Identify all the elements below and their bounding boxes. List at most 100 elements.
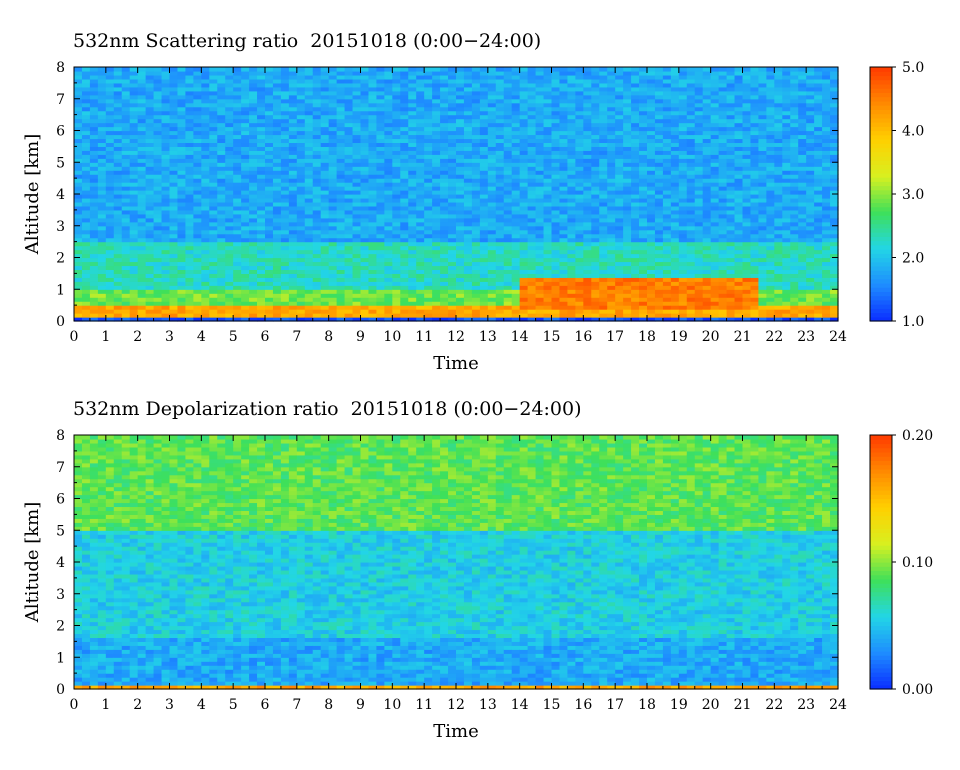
heatmap-cell [241,217,250,223]
heatmap-cell [145,78,155,84]
heatmap-cell [583,205,592,211]
heatmap-cell [352,74,362,80]
heatmap-cell [185,197,194,203]
heatmap-cell [185,74,194,80]
heatmap-cell [265,82,274,88]
heatmap-cell [312,317,322,322]
heatmap-cell [89,114,99,120]
heatmap-cell [265,249,274,255]
heatmap-cell [416,166,425,171]
heatmap-cell [567,237,576,243]
heatmap-cell [304,253,314,259]
heatmap-cell [288,301,298,306]
heatmap-cell [511,305,521,310]
heatmap-cell [74,158,83,163]
heatmap-cell [448,237,457,243]
heatmap-cell [320,114,330,120]
heatmap-cell [463,110,473,116]
heatmap-cell [129,289,139,294]
heatmap-cell [145,197,155,203]
heatmap-cell [503,130,513,136]
heatmap-cell [145,130,155,136]
heatmap-cell [631,289,640,294]
heatmap-cell [686,229,696,235]
heatmap-cell [265,241,274,247]
heatmap-cell [352,122,362,128]
heatmap-cell [344,285,354,290]
heatmap-cell [503,146,513,151]
heatmap-cell [336,273,346,278]
heatmap-cell [495,150,505,155]
heatmap-cell [583,201,592,207]
heatmap-cell [471,241,481,247]
heatmap-cell [591,106,600,112]
heatmap-cell [591,90,600,96]
heatmap-cell [647,106,656,112]
heatmap-cell [265,197,274,203]
heatmap-cell [257,102,266,108]
heatmap-cell [288,67,298,72]
heatmap-cell [519,225,529,231]
heatmap-cell [185,205,194,211]
heatmap-cell [408,78,417,84]
heatmap-cell [686,122,696,128]
heatmap-cell [400,102,409,108]
heatmap-cell [312,158,322,163]
heatmap-cell [670,146,680,151]
heatmap-cell [288,245,298,251]
heatmap-cell [113,190,123,195]
heatmap-cell [670,138,680,144]
heatmap-cell [662,98,672,104]
heatmap-cell [559,186,569,191]
heatmap-cell [272,106,282,112]
heatmap-cell [686,277,696,282]
heatmap-cell [304,237,314,243]
heatmap-cell [161,289,171,294]
heatmap-cell [440,201,449,207]
heatmap-cell [511,221,521,227]
heatmap-cell [670,261,680,267]
heatmap-cell [217,289,226,294]
heatmap-cell [272,257,282,263]
heatmap-cell [81,134,91,140]
heatmap-cell [654,98,664,104]
heatmap-cell [169,74,179,80]
heatmap-cell [416,269,425,274]
heatmap-cell [527,249,537,255]
heatmap-cell [511,67,521,72]
heatmap-cell [368,118,378,124]
heatmap-cell [185,249,194,255]
heatmap-cell [631,257,640,263]
heatmap-cell [169,317,179,322]
heatmap-cell [177,273,187,278]
heatmap-cell [145,201,155,207]
heatmap-cell [583,114,592,120]
heatmap-cell [607,317,616,322]
heatmap-cell [209,82,218,88]
heatmap-cell [551,277,561,282]
heatmap-cell [686,297,696,302]
heatmap-cell [670,174,680,179]
heatmap-cell [408,221,417,227]
heatmap-cell [328,293,338,298]
heatmap-cell [368,245,378,251]
heatmap-cell [320,158,330,163]
heatmap-cell [153,67,163,72]
heatmap-cell [169,297,179,302]
heatmap-cell [599,289,608,294]
heatmap-cell [424,78,433,84]
heatmap-cell [615,74,624,80]
heatmap-cell [296,205,306,211]
heatmap-cell [169,114,179,120]
heatmap-cell [193,265,202,271]
heatmap-cell [360,98,370,104]
heatmap-cell [137,293,147,298]
heatmap-cell [591,138,600,144]
heatmap-cell [336,241,346,247]
heatmap-cell [257,273,266,278]
heatmap-cell [272,90,282,96]
heatmap-cell [424,297,433,302]
heatmap-cell [288,277,298,282]
heatmap-cell [249,249,258,255]
heatmap-cell [145,265,155,271]
